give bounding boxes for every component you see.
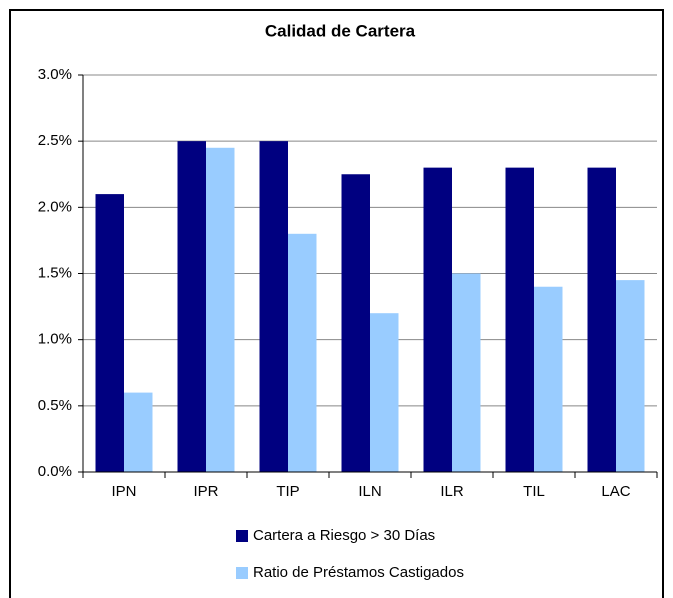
- bar: [534, 286, 563, 472]
- bar: [341, 174, 370, 472]
- legend-swatch: [236, 567, 248, 579]
- y-tick-label: 0.0%: [38, 463, 72, 480]
- x-tick-label: TIL: [523, 483, 545, 500]
- y-tick-label: 1.5%: [38, 264, 72, 281]
- bar: [259, 141, 288, 472]
- chart-title: Calidad de Cartera: [265, 21, 416, 40]
- bar: [124, 392, 153, 472]
- x-tick-label: IPR: [193, 483, 218, 500]
- bar: [505, 167, 534, 472]
- bar: [616, 280, 645, 472]
- bar: [206, 147, 235, 473]
- bar: [95, 194, 124, 472]
- y-tick-label: 1.0%: [38, 331, 72, 348]
- legend-swatch: [236, 530, 248, 542]
- x-tick-label: ILN: [358, 483, 381, 500]
- legend-label: Ratio de Préstamos Castigados: [253, 564, 464, 581]
- y-tick-label: 3.0%: [38, 66, 72, 83]
- bar: [587, 167, 616, 472]
- legend-label: Cartera a Riesgo > 30 Días: [253, 527, 435, 544]
- bar: [370, 313, 399, 472]
- y-tick-label: 2.5%: [38, 132, 72, 149]
- y-tick-label: 0.5%: [38, 397, 72, 414]
- x-tick-label: LAC: [601, 483, 630, 500]
- bar: [452, 273, 481, 472]
- x-tick-label: IPN: [111, 483, 136, 500]
- bar: [288, 233, 317, 472]
- y-tick-label: 2.0%: [38, 198, 72, 215]
- x-tick-label: TIP: [276, 483, 299, 500]
- x-tick-label: ILR: [440, 483, 464, 500]
- bar: [177, 141, 206, 472]
- bar: [423, 167, 452, 472]
